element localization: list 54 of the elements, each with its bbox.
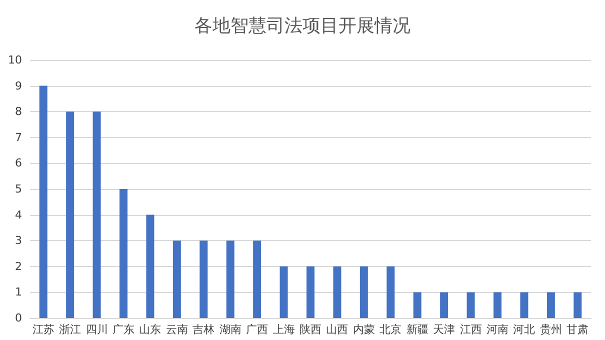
bar [92, 112, 101, 318]
x-tick-label: 江苏 [32, 323, 54, 336]
bar [520, 292, 528, 318]
x-tick-label: 陕西 [300, 323, 322, 336]
bar [360, 266, 368, 318]
bar [172, 240, 181, 318]
bar [280, 266, 288, 318]
bar [386, 266, 395, 318]
bar [146, 214, 154, 318]
y-tick-label: 0 [15, 312, 22, 324]
x-tick-label: 四川 [86, 323, 108, 336]
y-tick-label: 3 [15, 234, 22, 248]
x-tick-label: 北京 [380, 323, 402, 336]
x-tick-label: 吉林 [192, 323, 215, 336]
x-tick-label: 浙江 [59, 323, 82, 336]
bar [120, 189, 128, 318]
x-tick-label: 山西 [326, 323, 348, 336]
bar [226, 240, 234, 318]
bar [494, 292, 502, 318]
y-tick-label: 2 [15, 260, 22, 273]
bar [466, 292, 475, 318]
y-tick-label: 1 [15, 286, 22, 299]
y-tick-label: 6 [15, 156, 22, 170]
bar [306, 266, 314, 318]
bar [440, 292, 448, 318]
x-tick-label: 山东 [139, 323, 162, 336]
x-tick-label: 天津 [433, 323, 456, 336]
x-tick-label: 新疆 [406, 323, 428, 336]
bar [200, 240, 208, 318]
bar [39, 86, 48, 318]
y-tick-label: 8 [15, 105, 22, 118]
bar [546, 292, 555, 318]
x-tick-label: 甘肃 [566, 323, 589, 336]
y-tick-label: 9 [15, 79, 22, 92]
x-tick-label: 河北 [513, 323, 536, 336]
bar [574, 292, 582, 318]
x-tick-label: 湖南 [219, 323, 242, 336]
x-tick-label: 贵州 [540, 323, 562, 336]
x-tick-label: 广西 [246, 323, 268, 336]
x-tick-label: 河南 [486, 323, 508, 336]
x-tick-label: 江西 [460, 323, 482, 336]
bar [253, 240, 262, 318]
bar [413, 292, 422, 318]
y-tick-label: 10 [8, 54, 22, 66]
bar [66, 112, 74, 318]
x-tick-label: 上海 [272, 323, 295, 336]
bar [333, 266, 342, 318]
y-tick-label: 4 [15, 208, 22, 222]
y-tick-label: 7 [15, 130, 22, 144]
x-tick-label: 云南 [166, 323, 188, 336]
x-tick-label: 广东 [112, 323, 134, 336]
y-tick-label: 5 [15, 182, 22, 196]
x-tick-label: 内蒙 [352, 323, 375, 336]
chart-title: 各地智慧司法项目开展情况 [194, 16, 410, 36]
